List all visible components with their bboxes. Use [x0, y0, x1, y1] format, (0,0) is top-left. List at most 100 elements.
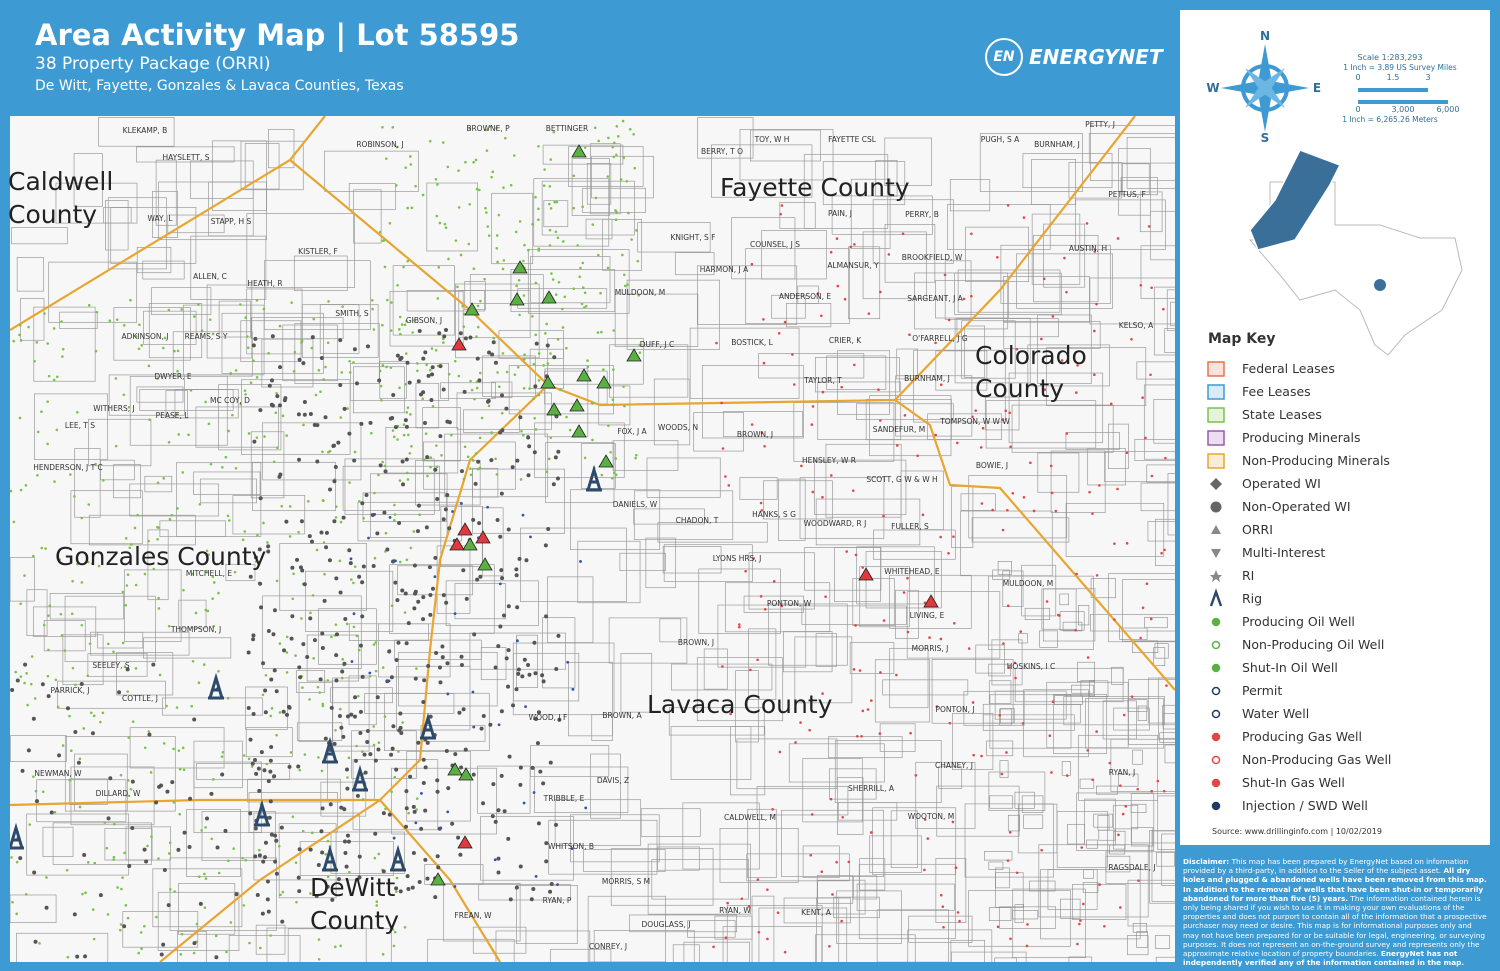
lease-tract [889, 647, 929, 709]
well [78, 805, 82, 809]
well [383, 265, 387, 269]
well [756, 658, 759, 662]
well [178, 767, 182, 771]
lease-tract [862, 231, 927, 300]
well [591, 223, 595, 226]
well [537, 393, 541, 397]
lease-tract [282, 324, 338, 382]
well [253, 336, 258, 341]
lease-tract [837, 777, 864, 835]
well [395, 598, 400, 603]
well [1136, 787, 1139, 791]
lease-tract [856, 546, 935, 605]
well [326, 341, 330, 345]
orri-marker [451, 337, 467, 351]
well [518, 313, 521, 317]
well [125, 584, 129, 587]
well [102, 479, 105, 482]
well [394, 658, 399, 663]
lease-tract [1127, 879, 1175, 927]
well [166, 903, 171, 908]
well [849, 245, 853, 249]
lease-tract [779, 202, 816, 229]
well [300, 341, 303, 344]
lease-label: FULLER, S [891, 522, 929, 531]
lease-tract [1046, 347, 1147, 407]
well [609, 450, 612, 454]
well [377, 473, 380, 477]
well [442, 141, 445, 144]
lease-tract [815, 498, 921, 546]
well [548, 244, 552, 247]
well [347, 756, 351, 760]
well [490, 175, 493, 179]
well [156, 525, 159, 529]
well [257, 788, 262, 793]
well [302, 399, 307, 404]
well [396, 640, 401, 645]
well [15, 678, 20, 683]
well [1122, 713, 1126, 717]
lease-tract [750, 129, 821, 162]
well [532, 362, 536, 366]
well [177, 433, 181, 436]
well [526, 473, 531, 478]
lease-tract [748, 628, 777, 700]
lease-tract [544, 368, 589, 438]
well [367, 536, 370, 540]
well [251, 343, 256, 348]
key-symbol [1211, 617, 1221, 627]
well [980, 754, 983, 758]
lease-tract [318, 608, 377, 665]
well [323, 736, 328, 741]
well [89, 711, 93, 715]
well [610, 476, 614, 480]
lease-tract [747, 808, 777, 878]
scale-tick: 0 [1355, 73, 1360, 82]
well [189, 389, 193, 392]
lease-tract [982, 703, 1081, 724]
well [854, 624, 857, 627]
well [198, 901, 203, 906]
lease-tract [671, 663, 773, 691]
well [1065, 774, 1069, 777]
lease-tract [1021, 564, 1057, 617]
lease-tract [1118, 148, 1151, 216]
well [596, 331, 600, 334]
lease-tract [571, 158, 610, 216]
well [52, 378, 56, 382]
well [518, 415, 523, 420]
well [424, 432, 428, 435]
well [613, 141, 616, 145]
well [266, 629, 271, 634]
well [18, 856, 23, 861]
well [408, 774, 413, 779]
well [537, 352, 541, 355]
lease-label: SEELEY, S [92, 661, 130, 670]
well [956, 441, 959, 445]
well [1162, 307, 1165, 311]
lease-tract [1110, 738, 1175, 792]
well [148, 418, 151, 422]
lease-tract [353, 366, 405, 414]
lease-tract [1021, 795, 1044, 813]
well [295, 557, 300, 562]
well [446, 165, 450, 169]
well [461, 304, 465, 308]
well [554, 293, 558, 296]
well [243, 555, 247, 558]
well [404, 824, 409, 829]
well [10, 489, 13, 493]
well [403, 323, 407, 327]
well [207, 553, 210, 556]
well [312, 657, 315, 660]
well [516, 667, 521, 672]
well [923, 601, 927, 605]
well [319, 356, 324, 361]
well [47, 648, 50, 652]
well [439, 826, 443, 830]
lease-tract [296, 722, 343, 741]
lease-tract [781, 809, 884, 877]
key-label: Injection / SWD Well [1242, 798, 1368, 813]
well [12, 339, 16, 343]
